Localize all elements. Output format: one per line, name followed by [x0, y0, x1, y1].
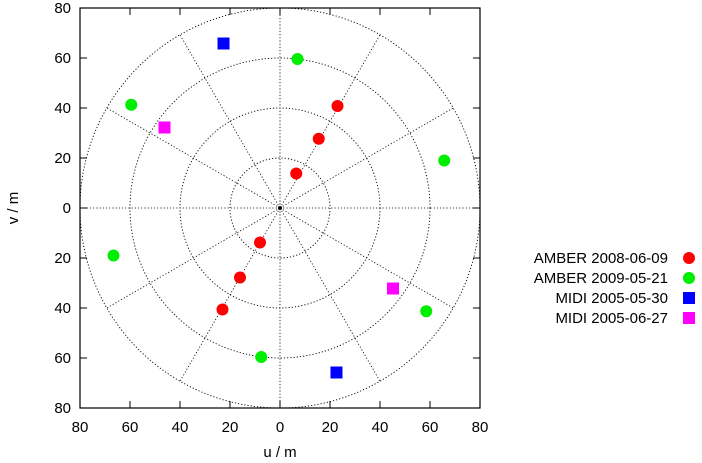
- x-tick-label: 80: [472, 419, 489, 436]
- data-point-series-2: [255, 351, 268, 363]
- data-point-series-1: [290, 167, 303, 180]
- grid-ring-60: [129, 57, 431, 359]
- y-tick-label: 20: [54, 150, 71, 167]
- legend: AMBER 2008-06-09 AMBER 2009-05-21 MIDI 200…: [534, 250, 695, 327]
- legend-label-3: MIDI 2005-05-30: [555, 290, 668, 307]
- grid-spoke-120: [179, 34, 281, 209]
- grid-spoke-330: [279, 207, 454, 309]
- y-axis-label: v / m: [5, 192, 22, 225]
- data-point-series-2: [107, 249, 120, 262]
- data-point-series-1: [234, 271, 246, 284]
- legend-marker-3: [683, 292, 695, 304]
- y-tick-label: 80: [54, 400, 71, 417]
- x-tick-label: 20: [322, 419, 339, 436]
- y-tick-label: 20: [54, 250, 71, 267]
- x-tick-label: 40: [372, 419, 389, 436]
- data-points: [107, 37, 451, 379]
- x-axis-label: u / m: [263, 444, 296, 461]
- x-tick-label: 60: [122, 419, 139, 436]
- data-point-series-4: [387, 282, 399, 295]
- data-point-series-4: [158, 121, 171, 134]
- data-point-series-1: [331, 100, 344, 112]
- grid-spoke-300: [279, 207, 381, 382]
- x-tick-label: 20: [222, 419, 239, 436]
- legend-label-4: MIDI 2005-06-27: [555, 310, 668, 327]
- data-point-series-2: [125, 98, 138, 111]
- x-tick-label: 80: [72, 419, 89, 436]
- grid-spoke-60: [279, 34, 381, 209]
- y-tick-label: 80: [54, 0, 71, 17]
- data-point-series-3: [217, 37, 230, 50]
- x-tick-label: 40: [172, 419, 189, 436]
- data-point-series-1: [216, 303, 229, 316]
- y-tick-label: 40: [54, 100, 71, 117]
- y-tick-label: 40: [54, 300, 71, 317]
- x-tick-label: 60: [422, 419, 439, 436]
- grid-spoke-240: [179, 207, 281, 382]
- legend-label-2: AMBER 2009-05-21: [534, 270, 668, 287]
- data-point-series-2: [438, 154, 451, 167]
- legend-marker-4: [683, 312, 695, 324]
- grid-ring-20: [229, 157, 331, 259]
- x-tick-label: 0: [276, 419, 284, 436]
- y-tick-label: 60: [54, 50, 71, 67]
- data-point-series-3: [330, 366, 343, 379]
- grid-spoke-30: [279, 107, 454, 209]
- data-point-series-2: [420, 305, 433, 318]
- legend-label-1: AMBER 2008-06-09: [534, 250, 668, 267]
- grid-spoke-150: [106, 107, 281, 209]
- y-tick-label: 60: [54, 350, 71, 367]
- data-point-series-1: [312, 132, 325, 145]
- legend-marker-2: [683, 272, 695, 284]
- grid-spoke-210: [106, 207, 281, 309]
- legend-marker-1: [683, 252, 695, 264]
- origin-marker: [277, 205, 282, 210]
- y-tick-label: 0: [63, 200, 71, 217]
- data-point-series-1: [254, 236, 266, 249]
- polar-grid: [79, 7, 481, 409]
- data-point-series-2: [291, 53, 304, 65]
